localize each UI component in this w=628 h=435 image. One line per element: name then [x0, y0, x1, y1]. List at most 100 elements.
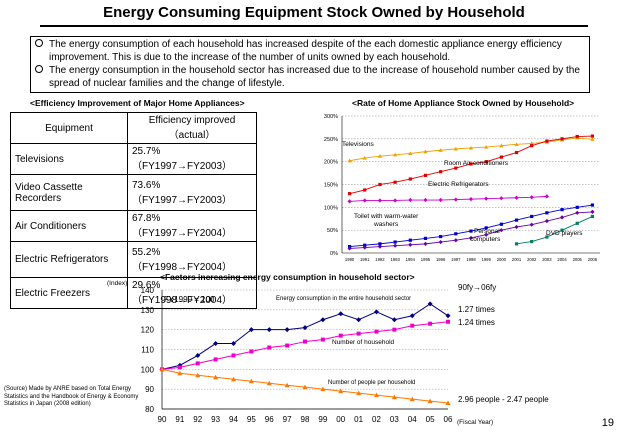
data-point	[468, 197, 474, 202]
series-line	[161, 303, 449, 370]
data-point	[529, 141, 534, 145]
summary-text: The energy consumption of each household…	[49, 39, 562, 63]
data-point	[177, 370, 183, 376]
x-tick-label: 04	[408, 415, 417, 424]
x-tick-label: 99	[318, 415, 327, 424]
y-axis-label: (Index)	[107, 280, 127, 287]
data-point	[454, 166, 458, 170]
data-point	[575, 210, 580, 215]
series-label: Number of people per household	[328, 380, 415, 386]
table-header-row: Equipment Efficiency improved（actual）	[10, 112, 257, 144]
summary-bullet: The energy consumption in the household …	[35, 64, 585, 90]
y-tick-label: 300%	[324, 114, 338, 120]
data-point	[320, 337, 325, 342]
data-point	[499, 228, 504, 233]
data-point	[453, 197, 458, 202]
data-point	[575, 221, 579, 225]
data-point	[213, 357, 218, 362]
y-tick-label: 150%	[324, 183, 338, 189]
data-point	[338, 333, 343, 338]
data-point	[423, 241, 428, 246]
data-point	[284, 327, 290, 333]
data-point	[438, 197, 443, 203]
series-label: Televisions	[342, 141, 375, 148]
data-point	[590, 134, 595, 138]
x-tick-label: 1997	[451, 257, 461, 262]
people-change-annotation: 2.96 people - 2.47 people	[458, 395, 549, 404]
data-point	[469, 162, 473, 166]
data-point	[347, 199, 352, 204]
data-point	[560, 208, 564, 212]
data-point	[544, 194, 549, 199]
summary-bullet: The energy consumption of each household…	[35, 38, 585, 64]
data-point	[514, 218, 519, 222]
data-point	[363, 188, 367, 192]
efficiency-table: Equipment Efficiency improved（actual） Te…	[10, 112, 257, 309]
x-tick-label: 1995	[421, 257, 431, 262]
data-point	[374, 329, 379, 334]
y-tick-label: 100	[141, 365, 155, 374]
data-point	[248, 327, 254, 333]
chart-ticks: 80 90 100 110 120 130 140 90 91 92 93 94 95 96 97 98 99 0…	[141, 286, 453, 424]
data-point	[302, 384, 308, 390]
data-point	[514, 242, 519, 246]
summary-box: The energy consumption of each household…	[30, 36, 590, 93]
data-point	[438, 239, 443, 245]
x-tick-label: 92	[193, 415, 202, 424]
x-tick-label: 93	[211, 415, 220, 424]
data-point	[499, 155, 503, 159]
data-point	[338, 311, 344, 317]
data-point	[410, 323, 415, 328]
data-point	[393, 180, 397, 184]
source-note: (Source) Made by ANRE based on Total Ene…	[4, 386, 139, 407]
data-point	[484, 144, 489, 149]
x-tick-label: 00	[336, 415, 345, 424]
x-tick-label: 98	[301, 415, 310, 424]
y-tick-label: 0%	[330, 251, 338, 257]
x-tick-label: 1998	[466, 257, 476, 262]
data-point	[484, 196, 489, 201]
data-point	[514, 195, 519, 200]
data-point	[320, 317, 326, 323]
data-point	[391, 394, 397, 400]
x-tick-label: 06	[444, 415, 453, 424]
data-point	[347, 158, 352, 163]
data-point	[213, 374, 219, 380]
data-point	[266, 380, 272, 386]
x-tick-label: 03	[390, 415, 399, 424]
data-point	[484, 160, 488, 164]
series-label: Toilet with warm-water	[354, 213, 419, 220]
data-point	[445, 313, 451, 319]
data-point	[499, 222, 503, 226]
data-point	[356, 331, 361, 336]
data-point	[248, 378, 254, 384]
data-point	[453, 146, 458, 151]
x-axis-label: (Fiscal Year)	[457, 419, 493, 426]
column-header: Efficiency improved（actual）	[127, 112, 257, 144]
efficiency-cell: 67.8%（FY1997→FY2004）	[127, 210, 257, 242]
data-point	[409, 313, 415, 319]
x-tick-label: 91	[175, 415, 184, 424]
bullet-circle-icon	[35, 65, 43, 73]
data-point	[590, 214, 595, 219]
data-point	[428, 321, 433, 326]
efficiency-cell: 73.6%（FY1997→FY2003）	[127, 174, 257, 211]
table-row: Electric Refrigerators 55.2%（FY1998→FY20…	[10, 241, 257, 278]
x-tick-label: 1991	[360, 257, 370, 262]
data-point	[427, 398, 433, 404]
data-point	[267, 345, 272, 350]
y-tick-label: 140	[141, 286, 155, 295]
x-tick-label: 1996	[436, 257, 446, 262]
data-point	[514, 142, 519, 146]
efficiency-cell: 25.7%（FY1997→FY2003）	[127, 143, 257, 175]
data-point	[377, 154, 383, 158]
data-point	[438, 148, 443, 152]
series-label: computers	[470, 236, 501, 243]
x-tick-label: 95	[247, 415, 256, 424]
chart-ticks: 0% 50% 100% 150% 200% 250% 300% 1990 1991 1992 199…	[324, 114, 598, 262]
data-point	[231, 376, 236, 382]
data-point	[427, 301, 433, 307]
x-tick-label: 01	[354, 415, 363, 424]
table-row: Televisions 25.7%（FY1997→FY2003）	[10, 143, 257, 175]
data-point	[195, 352, 201, 358]
